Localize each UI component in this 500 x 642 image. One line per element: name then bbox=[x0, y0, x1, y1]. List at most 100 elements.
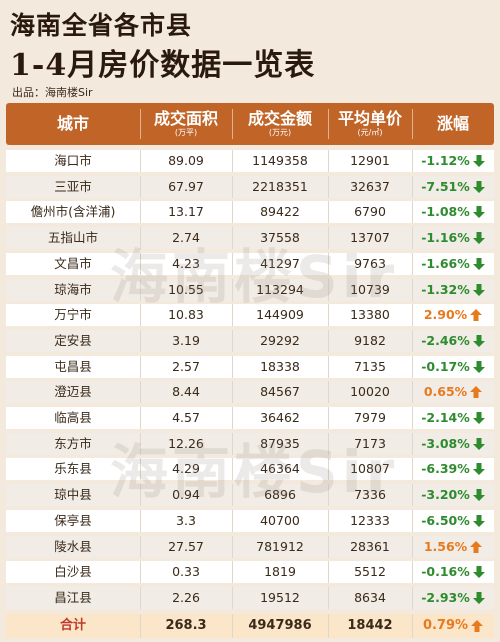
table-row: 白沙县 0.33 1819 5512 -0.16% bbox=[6, 561, 494, 584]
table-row: 临高县 4.57 36462 7979 -2.14% bbox=[6, 407, 494, 429]
cell-amount: 29292 bbox=[260, 332, 300, 348]
cell-amount: 84567 bbox=[260, 384, 300, 400]
cell-amount: 19512 bbox=[260, 589, 300, 605]
cell-change: -6.50% bbox=[412, 510, 494, 532]
cell-amount: 2218351 bbox=[252, 178, 308, 194]
cell-price: 10739 bbox=[350, 281, 390, 297]
cell-area: 2.74 bbox=[172, 230, 200, 246]
table-row: 琼中县 0.94 6896 7336 -3.20% bbox=[6, 484, 494, 507]
cell-amount: 40700 bbox=[260, 512, 300, 528]
cell-price: 18442 bbox=[347, 618, 393, 633]
cell-change: -0.16% bbox=[412, 561, 494, 583]
arrow-down-icon bbox=[472, 566, 485, 579]
cell-change: -1.08% bbox=[412, 201, 494, 223]
cell-area: 268.3 bbox=[165, 618, 207, 633]
cell-amount: 4947986 bbox=[248, 618, 312, 633]
cell-price: 7173 bbox=[354, 435, 386, 451]
table-row: 儋州市(含洋浦) 13.17 89422 6790 -1.08% bbox=[6, 201, 494, 224]
cell-price: 9763 bbox=[354, 255, 386, 271]
cell-amount: 1819 bbox=[264, 564, 296, 580]
arrow-down-icon bbox=[472, 591, 485, 604]
cell-amount: 36462 bbox=[260, 410, 300, 425]
cell-area: 10.55 bbox=[168, 281, 204, 297]
cell-amount: 87935 bbox=[260, 435, 300, 451]
page-title-line1: 海南全省各市县 bbox=[10, 11, 193, 40]
cell-city: 保亭县 bbox=[54, 512, 92, 528]
cell-amount: 46364 bbox=[260, 461, 300, 477]
cell-area: 4.23 bbox=[172, 255, 200, 271]
cell-change: -3.20% bbox=[412, 484, 494, 506]
cell-city: 澄迈县 bbox=[54, 384, 92, 400]
cell-price: 32637 bbox=[350, 178, 390, 194]
header: 海南全省各市县 1-4月房价数据一览表 出品：海南楼Sir bbox=[0, 0, 500, 100]
arrow-down-icon bbox=[472, 232, 485, 245]
cell-change: -1.32% bbox=[412, 279, 494, 301]
cell-amount: 18338 bbox=[260, 358, 300, 374]
table-row: 定安县 3.19 29292 9182 -2.46% bbox=[6, 329, 494, 352]
cell-city: 白沙县 bbox=[54, 564, 92, 580]
cell-area: 10.83 bbox=[168, 307, 204, 323]
cell-area: 4.29 bbox=[172, 461, 200, 477]
table-row: 琼海市 10.55 113294 10739 -1.32% bbox=[6, 278, 494, 301]
cell-city: 琼海市 bbox=[54, 281, 92, 297]
arrow-up-icon bbox=[471, 620, 484, 632]
cell-city: 琼中县 bbox=[54, 487, 92, 503]
table-row: 五指山市 2.74 37558 13707 -1.16% bbox=[6, 227, 494, 250]
cell-city: 临高县 bbox=[54, 410, 92, 425]
cell-city: 定安县 bbox=[54, 332, 92, 348]
cell-amount: 41297 bbox=[260, 255, 300, 271]
cell-change: -7.51% bbox=[412, 176, 494, 198]
arrow-down-icon bbox=[472, 514, 485, 527]
arrow-down-icon bbox=[472, 206, 485, 219]
cell-amount: 89422 bbox=[260, 204, 300, 220]
arrow-down-icon bbox=[472, 463, 485, 476]
arrow-up-icon bbox=[470, 540, 483, 553]
cell-amount: 6896 bbox=[264, 487, 296, 503]
cell-change: -6.39% bbox=[412, 458, 494, 480]
arrow-down-icon bbox=[472, 180, 485, 193]
cell-amount: 37558 bbox=[260, 230, 300, 246]
arrow-up-icon bbox=[470, 309, 483, 322]
cell-amount: 781912 bbox=[256, 538, 304, 554]
arrow-down-icon bbox=[472, 437, 485, 450]
cell-amount: 144909 bbox=[256, 307, 304, 323]
cell-city: 海口市 bbox=[54, 153, 92, 168]
source-credit: 出品：海南楼Sir bbox=[12, 86, 93, 99]
table-header: 城市 成交面积 (万平) 成交金额 (万元) 平均单价 (元/㎡) 涨幅 bbox=[6, 103, 494, 145]
arrow-down-icon bbox=[472, 283, 485, 296]
cell-change: -2.93% bbox=[412, 587, 494, 609]
cell-area: 67.97 bbox=[168, 178, 204, 194]
table-row: 文昌市 4.23 41297 9763 -1.66% bbox=[6, 252, 494, 275]
cell-price: 7135 bbox=[354, 358, 386, 374]
cell-price: 13380 bbox=[350, 307, 390, 323]
cell-change: 0.79% bbox=[412, 614, 494, 638]
cell-price: 12901 bbox=[350, 153, 390, 168]
table-row: 屯昌县 2.57 18338 7135 -0.17% bbox=[6, 355, 494, 378]
cell-change: -1.16% bbox=[412, 227, 494, 249]
cell-area: 12.26 bbox=[168, 435, 204, 451]
cell-area: 2.57 bbox=[172, 358, 200, 374]
cell-city: 陵水县 bbox=[54, 538, 92, 554]
cell-city: 东方市 bbox=[54, 435, 92, 451]
cell-area: 2.26 bbox=[172, 589, 200, 605]
cell-price: 6790 bbox=[354, 204, 386, 220]
table-row: 三亚市 67.97 2218351 32637 -7.51% bbox=[6, 175, 494, 198]
cell-area: 13.17 bbox=[168, 204, 204, 220]
cell-change: 2.90% bbox=[412, 304, 494, 326]
cell-price: 5512 bbox=[354, 564, 386, 580]
cell-amount: 113294 bbox=[256, 281, 304, 297]
table-total-row: 合计 268.3 4947986 18442 0.79% bbox=[6, 614, 494, 638]
table-row: 万宁市 10.83 144909 13380 2.90% bbox=[6, 304, 494, 327]
cell-area: 8.44 bbox=[172, 384, 200, 400]
cell-area: 0.94 bbox=[172, 487, 200, 503]
cell-area: 89.09 bbox=[168, 153, 204, 168]
cell-price: 13707 bbox=[350, 230, 390, 246]
arrow-down-icon bbox=[472, 360, 485, 373]
cell-amount: 1149358 bbox=[252, 153, 308, 168]
table-row: 乐东县 4.29 46364 10807 -6.39% bbox=[6, 458, 494, 481]
cell-price: 28361 bbox=[350, 538, 390, 554]
arrow-down-icon bbox=[472, 155, 485, 167]
cell-area: 0.33 bbox=[172, 564, 200, 580]
table-row: 海口市 89.09 1149358 12901 -1.12% bbox=[6, 150, 494, 172]
cell-area: 3.19 bbox=[172, 332, 200, 348]
